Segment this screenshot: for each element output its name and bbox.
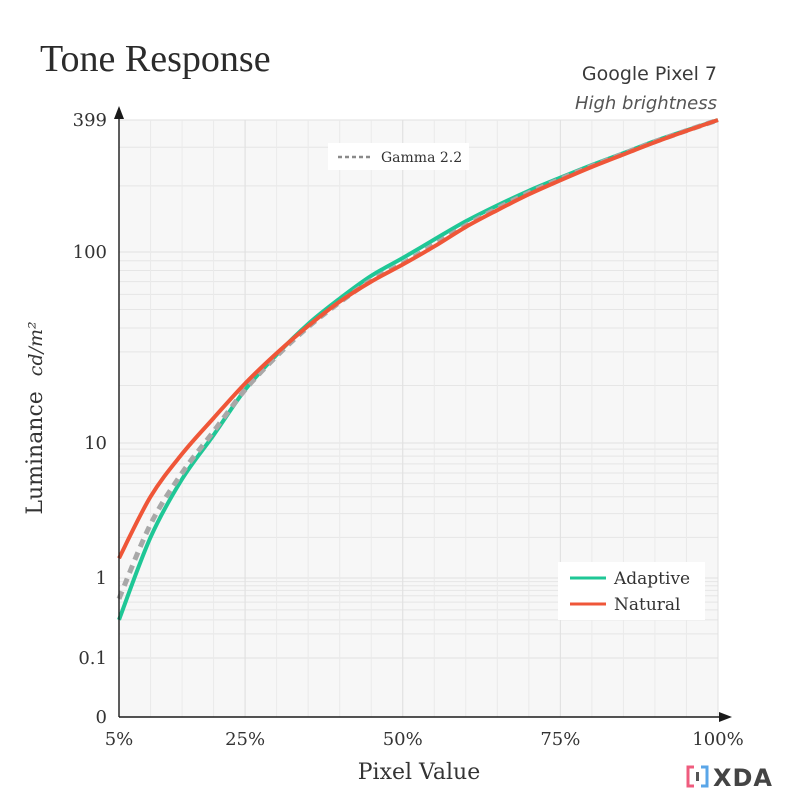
legend-natural-label: Natural bbox=[614, 595, 681, 615]
x-tick-label: 50% bbox=[383, 729, 423, 750]
brightness-mode: High brightness bbox=[575, 93, 717, 114]
y-tick-label: 0 bbox=[96, 707, 107, 728]
plot-background bbox=[119, 120, 718, 717]
y-axis-unit: cd/m² bbox=[25, 321, 47, 376]
xda-logo-mark bbox=[686, 765, 709, 788]
legend-gamma-label: Gamma 2.2 bbox=[381, 150, 462, 166]
series-line-natural bbox=[117, 118, 719, 560]
x-tick-label: 100% bbox=[692, 729, 743, 750]
y-tick-label: 100 bbox=[73, 242, 107, 263]
series-lines bbox=[116, 117, 719, 621]
y-axis-label-text: Luminance bbox=[23, 391, 48, 514]
xda-logo: XDA bbox=[686, 764, 773, 792]
y-tick-label: 0.1 bbox=[78, 648, 107, 669]
tick-labels: 0 0.1 1 10 100 399 5% 25% 50% 75% 100% bbox=[73, 110, 744, 750]
legend-main: Adaptive Natural bbox=[558, 562, 705, 620]
x-axis-label: Pixel Value bbox=[358, 760, 481, 785]
x-axis-arrow bbox=[719, 712, 732, 722]
legend-gamma-box bbox=[328, 143, 469, 170]
legend-main-box bbox=[558, 562, 705, 620]
x-tick-label: 75% bbox=[540, 729, 580, 750]
x-tick-label: 5% bbox=[105, 729, 134, 750]
y-tick-label: 10 bbox=[84, 433, 107, 454]
y-axis-label: Luminance cd/m² bbox=[23, 321, 48, 514]
chart-title: Tone Response bbox=[40, 38, 271, 80]
xda-logo-text: XDA bbox=[713, 764, 773, 792]
device-name: Google Pixel 7 bbox=[582, 63, 717, 85]
y-tick-label: 399 bbox=[73, 110, 107, 131]
y-axis-arrow bbox=[114, 106, 124, 119]
legend-gamma: Gamma 2.2 bbox=[328, 143, 469, 170]
y-tick-label: 1 bbox=[96, 568, 107, 589]
x-tick-label: 25% bbox=[225, 729, 265, 750]
legend-adaptive-label: Adaptive bbox=[613, 569, 690, 589]
y-axis-label-group: Luminance cd/m² bbox=[23, 321, 48, 514]
